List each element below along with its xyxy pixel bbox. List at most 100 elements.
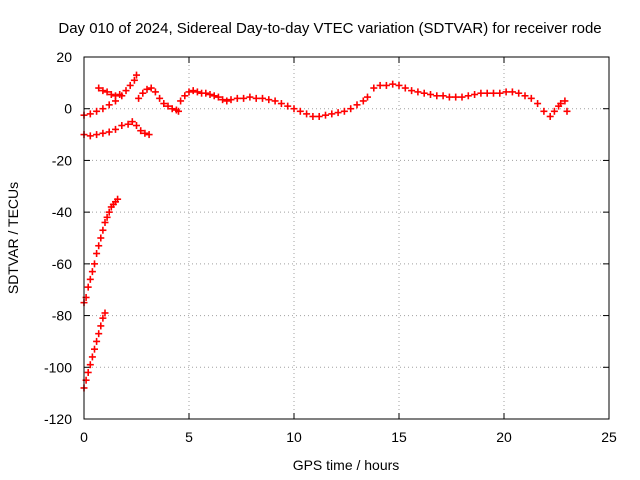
data-point bbox=[265, 96, 273, 104]
data-point bbox=[290, 105, 298, 113]
data-point bbox=[408, 87, 416, 95]
data-point bbox=[86, 132, 94, 140]
data-point bbox=[322, 111, 329, 119]
data-point bbox=[130, 76, 138, 84]
data-point bbox=[328, 110, 336, 118]
y-tick-label: 20 bbox=[56, 49, 72, 65]
data-point bbox=[175, 107, 182, 115]
data-point bbox=[181, 92, 189, 100]
data-point bbox=[206, 90, 214, 98]
x-axis-label: GPS time / hours bbox=[293, 457, 400, 473]
data-point bbox=[101, 218, 109, 226]
data-point bbox=[99, 129, 107, 137]
y-tick-label: -20 bbox=[52, 152, 72, 168]
y-tick-labels: 20 0 -20 -40 -60 -80 -100 -120 bbox=[44, 49, 72, 427]
data-point bbox=[133, 71, 140, 79]
data-point bbox=[550, 107, 558, 115]
data-point bbox=[105, 208, 113, 216]
data-point bbox=[189, 87, 197, 95]
x-tick-label: 20 bbox=[496, 429, 512, 445]
data-point bbox=[114, 195, 122, 203]
data-point bbox=[105, 128, 113, 136]
data-point bbox=[219, 96, 227, 104]
data-point bbox=[84, 368, 92, 376]
data-point bbox=[445, 93, 453, 101]
data-point bbox=[382, 81, 390, 89]
data-point bbox=[340, 107, 348, 115]
data-point bbox=[126, 81, 134, 89]
data-point bbox=[105, 101, 113, 109]
data-point bbox=[91, 345, 98, 353]
data-point bbox=[93, 250, 101, 258]
data-point bbox=[395, 81, 403, 89]
data-point bbox=[86, 110, 94, 118]
data-point bbox=[557, 100, 565, 108]
data-point bbox=[156, 94, 164, 102]
data-point bbox=[303, 110, 311, 118]
data-point bbox=[561, 97, 569, 105]
data-point bbox=[259, 94, 266, 102]
data-point bbox=[284, 102, 292, 110]
data-point bbox=[420, 89, 428, 97]
data-point bbox=[233, 94, 241, 102]
data-point bbox=[118, 122, 126, 130]
chart-title: Day 010 of 2024, Sidereal Day-to-day VTE… bbox=[58, 20, 601, 37]
data-point bbox=[515, 89, 523, 97]
data-point bbox=[376, 81, 384, 89]
data-point bbox=[86, 361, 94, 369]
data-point bbox=[496, 89, 504, 97]
data-point bbox=[97, 322, 105, 330]
data-point bbox=[347, 105, 355, 113]
data-point bbox=[240, 94, 248, 102]
data-point bbox=[99, 87, 107, 95]
data-point bbox=[458, 93, 466, 101]
data-point bbox=[508, 88, 516, 96]
data-point bbox=[353, 101, 361, 109]
data-point bbox=[309, 112, 317, 120]
data-point bbox=[452, 93, 460, 101]
data-point bbox=[112, 92, 119, 100]
data-point bbox=[145, 131, 153, 139]
data-point bbox=[414, 88, 422, 96]
data-point bbox=[364, 93, 371, 101]
data-point bbox=[112, 125, 119, 133]
data-point bbox=[160, 100, 168, 108]
data-point bbox=[439, 92, 447, 100]
data-point bbox=[168, 105, 176, 113]
data-point bbox=[137, 127, 145, 135]
data-point bbox=[93, 107, 101, 115]
x-tick-label: 0 bbox=[80, 429, 88, 445]
data-point bbox=[433, 92, 441, 100]
data-point bbox=[147, 84, 155, 92]
data-point bbox=[86, 275, 94, 283]
data-point bbox=[133, 122, 140, 130]
y-tick-label: -60 bbox=[52, 256, 72, 272]
data-point bbox=[214, 93, 222, 101]
data-point bbox=[99, 105, 107, 113]
data-point bbox=[534, 100, 542, 108]
data-point bbox=[99, 226, 107, 234]
x-tick-label: 10 bbox=[286, 429, 302, 445]
data-point bbox=[334, 109, 342, 117]
y-tick-label: 0 bbox=[64, 101, 72, 117]
data-point bbox=[116, 90, 124, 98]
data-point bbox=[164, 102, 172, 110]
x-tick-label: 25 bbox=[601, 429, 617, 445]
data-point bbox=[93, 337, 101, 345]
data-point bbox=[502, 88, 510, 96]
data-point bbox=[88, 353, 96, 361]
data-point bbox=[103, 213, 111, 221]
x-tick-label: 15 bbox=[391, 429, 407, 445]
data-point bbox=[277, 100, 285, 108]
data-point bbox=[477, 89, 485, 97]
data-point bbox=[99, 314, 107, 322]
data-point bbox=[359, 97, 367, 105]
data-point bbox=[246, 93, 254, 101]
data-point bbox=[464, 92, 472, 100]
data-point bbox=[315, 112, 323, 120]
data-point bbox=[141, 129, 149, 137]
data-point bbox=[185, 88, 193, 96]
data-point bbox=[271, 97, 279, 105]
y-tick-label: -120 bbox=[44, 411, 72, 427]
